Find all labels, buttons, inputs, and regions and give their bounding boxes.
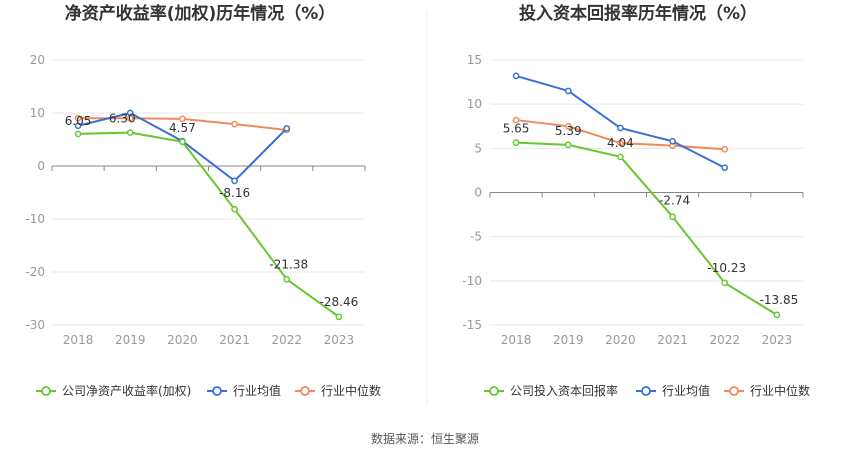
avg-data-point xyxy=(231,177,238,185)
company-data-point xyxy=(126,129,134,136)
company-data-point xyxy=(617,153,624,161)
median-data-point xyxy=(564,122,572,130)
x-tick-label: 2022 xyxy=(709,333,740,347)
median-data-point xyxy=(721,145,729,153)
median-data-point xyxy=(179,115,186,123)
company-series-line xyxy=(516,141,778,316)
x-tick-label: 2020 xyxy=(605,333,636,347)
x-tick-label: 2020 xyxy=(167,333,198,347)
y-tick-label: 10 xyxy=(30,106,45,120)
legend-label: 行业均值 xyxy=(662,383,710,398)
avg-data-point xyxy=(617,124,624,132)
legend-swatch-marker xyxy=(729,386,739,396)
x-tick-label: 2023 xyxy=(324,333,355,347)
median-data-point xyxy=(74,114,82,122)
y-tick-label: 0 xyxy=(37,159,45,173)
median-data-point xyxy=(512,116,520,124)
x-tick-label: 2018 xyxy=(501,333,532,347)
legend-label: 行业中位数 xyxy=(321,383,381,398)
legend-label: 行业中位数 xyxy=(750,383,810,398)
y-tick-label: 0 xyxy=(474,186,482,200)
company-data-label: -10.23 xyxy=(707,261,746,275)
y-tick-label: -5 xyxy=(470,230,482,244)
source-note: 数据来源：恒生聚源 xyxy=(371,431,479,446)
company-data-label: -8.16 xyxy=(219,186,250,200)
company-data-point xyxy=(773,311,781,319)
legend-swatch-marker xyxy=(41,386,51,396)
company-data-label: 6.05 xyxy=(65,114,92,128)
y-tick-label: -30 xyxy=(25,318,45,332)
legend-swatch-marker xyxy=(641,386,651,396)
company-data-label: 6.30 xyxy=(109,112,136,126)
company-series-line xyxy=(78,131,340,318)
y-tick-label: 20 xyxy=(30,53,45,67)
company-data-label: -13.85 xyxy=(760,293,799,307)
avg-data-point xyxy=(721,164,729,172)
company-data-point xyxy=(179,138,186,146)
company-data-point xyxy=(231,205,238,213)
avg-data-point xyxy=(283,125,291,132)
company-data-point xyxy=(512,139,520,146)
roe-chart: 净资产收益率(加权)历年情况（%） 20 10 0 -10 -20 -30 2018 2019 2… xyxy=(25,3,381,398)
legend-label: 公司净资产收益率(加权) xyxy=(62,383,191,398)
y-tick-label: -10 xyxy=(462,274,482,288)
legend-label: 行业均值 xyxy=(233,383,281,398)
y-tick-label: -10 xyxy=(25,212,45,226)
avg-data-point xyxy=(126,109,134,117)
chart-title: 投入资本回报率历年情况（%） xyxy=(519,3,757,24)
avg-data-point xyxy=(564,87,572,95)
avg-data-point xyxy=(512,72,520,80)
y-tick-label: 15 xyxy=(467,53,482,67)
company-data-point xyxy=(669,213,676,221)
median-data-point xyxy=(231,120,238,128)
avg-data-point xyxy=(74,122,82,130)
company-data-point xyxy=(564,141,572,149)
x-tick-label: 2023 xyxy=(762,333,793,347)
company-data-point xyxy=(283,275,291,283)
x-tick-label: 2019 xyxy=(115,333,146,347)
company-data-label: 5.39 xyxy=(555,124,582,138)
legend-swatch-marker xyxy=(212,386,222,396)
company-data-label: 4.57 xyxy=(169,121,196,135)
y-tick-label: 10 xyxy=(467,97,482,111)
company-data-label: -21.38 xyxy=(269,257,308,271)
company-data-point xyxy=(335,313,343,321)
x-tick-label: 2021 xyxy=(219,333,250,347)
roic-chart: 投入资本回报率历年情况（%） 15 10 5 0 -5 -10 -15 2018 2019 2020… xyxy=(462,3,810,398)
chart-title: 净资产收益率(加权)历年情况（%） xyxy=(65,3,336,24)
avg-data-point xyxy=(669,137,676,145)
x-tick-label: 2022 xyxy=(271,333,302,347)
company-data-label: -2.74 xyxy=(659,194,690,208)
x-tick-label: 2019 xyxy=(553,333,584,347)
legend-label: 公司投入资本回报率 xyxy=(510,383,618,398)
legend-swatch-marker xyxy=(489,386,499,396)
company-data-point xyxy=(721,279,729,287)
legend-swatch-marker xyxy=(300,386,310,396)
y-tick-label: -15 xyxy=(462,318,482,332)
x-tick-label: 2021 xyxy=(657,333,688,347)
company-data-label: 4.04 xyxy=(607,136,634,150)
x-tick-label: 2018 xyxy=(63,333,94,347)
company-data-label: 5.65 xyxy=(503,122,530,136)
y-tick-label: 5 xyxy=(474,141,482,155)
company-data-point xyxy=(74,130,82,138)
y-tick-label: -20 xyxy=(25,265,45,279)
median-data-point xyxy=(617,139,624,147)
company-data-label: -28.46 xyxy=(320,295,359,309)
